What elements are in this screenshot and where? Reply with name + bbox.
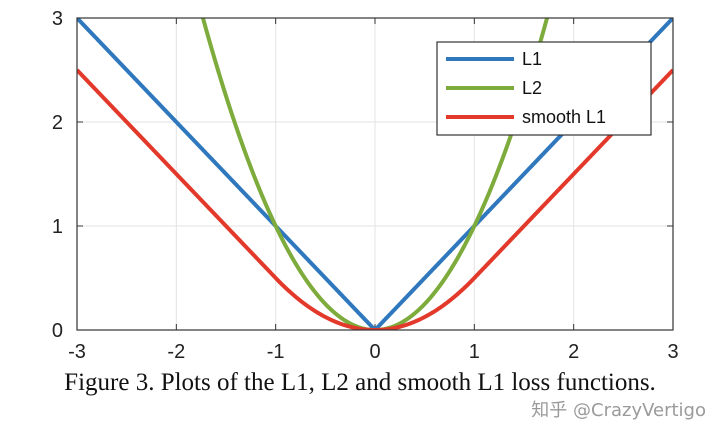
- smooth-l1-line: [77, 68, 673, 330]
- legend-label: L1: [522, 49, 542, 69]
- x-tick-label: 2: [568, 341, 579, 363]
- plot-frame: [76, 17, 674, 331]
- x-tick-label: -3: [68, 341, 86, 363]
- x-tick-label: -2: [167, 341, 185, 363]
- x-tick-label: 0: [369, 341, 380, 363]
- y-tick-label: 3: [52, 8, 63, 30]
- x-tick-label: 3: [667, 341, 678, 363]
- x-tick-label: -1: [267, 341, 285, 363]
- legend-label: smooth L1: [522, 107, 606, 127]
- x-tick-label: 1: [469, 341, 480, 363]
- figure-caption: Figure 3. Plots of the L1, L2 and smooth…: [64, 369, 656, 396]
- legend: L1 L2 smooth L1: [436, 41, 652, 136]
- y-tick-label: 0: [52, 320, 63, 342]
- watermark: 知乎 @CrazyVertigo: [531, 400, 706, 421]
- y-tick-label: 1: [52, 216, 63, 238]
- y-tick-label: 2: [52, 112, 63, 134]
- legend-label: L2: [522, 78, 542, 98]
